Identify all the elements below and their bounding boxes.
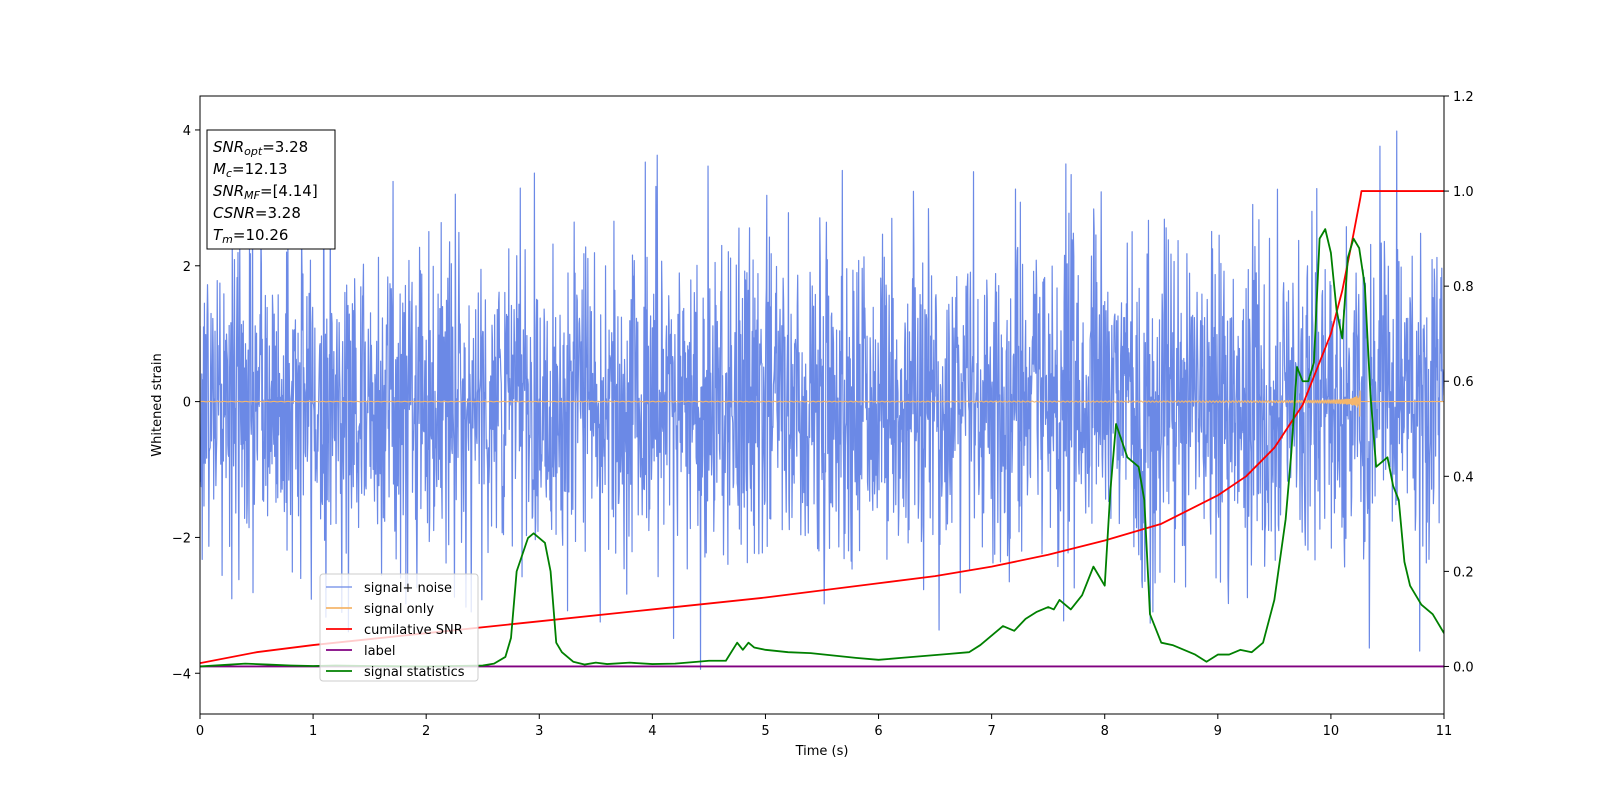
x-tick-label: 1 [309, 724, 317, 739]
y-tick-label: −2 [172, 531, 191, 546]
info-box: SNRopt=3.28Mc=12.13SNRMF=[4.14]CSNR=3.28… [206, 129, 336, 250]
y2-tick-label: 0.2 [1453, 565, 1474, 580]
x-tick-label: 7 [987, 724, 995, 739]
info-line: SNRMF=[4.14] [213, 182, 318, 202]
series-signal-statistics-line [200, 228, 1444, 668]
info-symbol: M [213, 160, 226, 178]
y2-tick-label: 0.4 [1453, 470, 1474, 485]
y2-tick-label: 1.0 [1453, 185, 1474, 200]
x-axis-label: Time (s) [795, 744, 849, 759]
info-value: =3.28 [262, 138, 308, 156]
info-subscript: c [226, 167, 232, 180]
x-tick-label: 2 [422, 724, 430, 739]
info-subscript: opt [244, 145, 263, 158]
x-tick-label: 4 [648, 724, 656, 739]
x-tick-label: 11 [1436, 724, 1453, 739]
info-value: =3.28 [255, 204, 301, 222]
info-line: Tm=10.26 [213, 226, 288, 246]
legend-label: signal only [364, 602, 434, 617]
legend: signal+ noise signal only cumilative SNR la… [319, 573, 479, 682]
info-symbol: SNR [213, 138, 244, 156]
y-tick-label: 4 [183, 124, 191, 139]
plot-frame [199, 95, 1445, 715]
series-signal-only-line [200, 390, 1444, 417]
y-tick-label: 0 [183, 396, 191, 411]
info-subscript: MF [244, 189, 260, 202]
info-box-frame [206, 129, 336, 250]
info-value: =12.13 [232, 160, 288, 178]
legend-label: cumilative SNR [364, 623, 463, 638]
x-tick-label: 10 [1323, 724, 1340, 739]
x-tick-label: 6 [874, 724, 882, 739]
y-axis-label: Whitened strain [150, 353, 165, 456]
legend-label: signal statistics [364, 665, 465, 680]
y-tick-label: 2 [183, 260, 191, 275]
legend-label: signal+ noise [364, 581, 452, 596]
series-signal-noise-line [200, 130, 1444, 670]
x-tick-label: 0 [196, 724, 204, 739]
x-tick-label: 9 [1214, 724, 1222, 739]
legend-label: label [364, 644, 395, 659]
y2-tick-label: 1.2 [1453, 90, 1474, 105]
y-tick-label: −4 [172, 667, 191, 682]
info-value: =[4.14] [260, 182, 318, 200]
y2-tick-label: 0.6 [1453, 375, 1474, 390]
info-symbol: CSNR [213, 204, 255, 222]
y2-tick-label: 0.0 [1453, 660, 1474, 675]
x-tick-label: 5 [761, 724, 769, 739]
y2-tick-label: 0.8 [1453, 280, 1474, 295]
info-value: =10.26 [233, 226, 289, 244]
info-subscript: m [222, 233, 233, 246]
x-tick-label: 8 [1101, 724, 1109, 739]
x-tick-label: 3 [535, 724, 543, 739]
info-symbol: T [213, 226, 224, 244]
info-line: SNRopt=3.28 [213, 138, 308, 158]
info-symbol: SNR [213, 182, 244, 200]
axes-layer: 0 1 2 3 4 5 6 7 8 9 10 11 −4 −2 0 2 4 0.0 0.2 0.4 0.6 0.8 1.0 1… [172, 90, 1474, 739]
legend-frame [319, 573, 479, 682]
info-line: Mc=12.13 [213, 160, 288, 180]
info-line: CSNR=3.28 [213, 204, 301, 222]
